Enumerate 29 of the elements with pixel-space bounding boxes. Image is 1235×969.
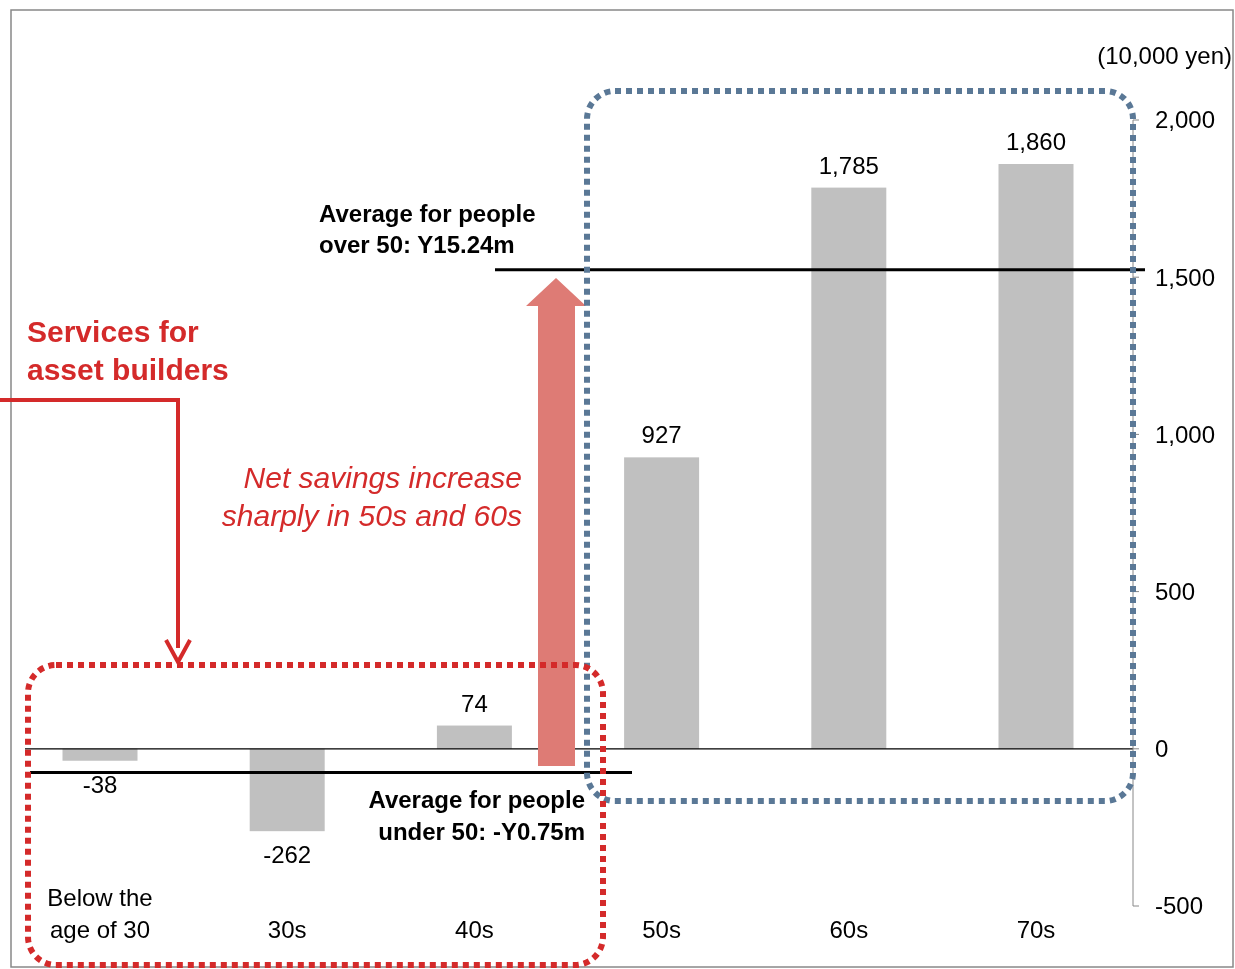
bar: [811, 187, 887, 749]
annotation: Net savings increase sharply in 50s and 60s: [221, 461, 522, 532]
y-tick-label: 1,000: [1155, 420, 1216, 448]
annotation: Services for asset builders: [27, 315, 229, 386]
ref-line-label: Average for people over 50: Y15.24m: [319, 199, 536, 258]
data-label: 74: [461, 689, 488, 717]
x-tick-label: Below the age of 30: [47, 884, 153, 943]
data-label: -38: [82, 770, 118, 798]
y-tick-label: 2,000: [1155, 106, 1216, 134]
ref-line-label: Average for people under 50: -Y0.75m: [368, 786, 585, 846]
bar: [624, 457, 700, 749]
y-axis-title: (10,000 yen): [1097, 42, 1232, 69]
x-tick-label: 50s: [642, 916, 681, 943]
bar: [249, 748, 325, 832]
y-tick-label: 500: [1155, 578, 1196, 605]
x-tick-label: 70s: [1016, 916, 1056, 943]
data-label: 927: [641, 421, 682, 449]
x-tick-label: 30s: [267, 916, 307, 943]
bar: [998, 164, 1074, 749]
bar: [62, 748, 138, 761]
y-tick-label: -500: [1155, 892, 1204, 920]
data-label: 1,860: [1005, 128, 1067, 156]
bar: [436, 725, 512, 749]
x-tick-label: 40s: [455, 916, 494, 943]
x-tick-label: 60s: [829, 916, 869, 943]
data-label: -262: [263, 841, 312, 869]
y-tick-label: 1,500: [1155, 263, 1216, 291]
y-tick-label: 0: [1155, 735, 1169, 763]
data-label: 1,785: [818, 151, 879, 179]
